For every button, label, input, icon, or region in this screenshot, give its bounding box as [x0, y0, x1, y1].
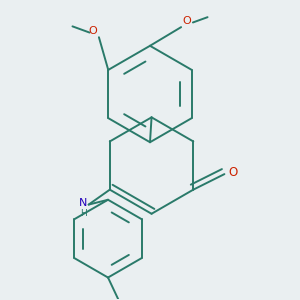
- Text: O: O: [183, 16, 191, 26]
- Text: O: O: [88, 26, 98, 36]
- Text: O: O: [228, 166, 237, 179]
- Text: H: H: [80, 209, 87, 218]
- Text: N: N: [79, 198, 87, 208]
